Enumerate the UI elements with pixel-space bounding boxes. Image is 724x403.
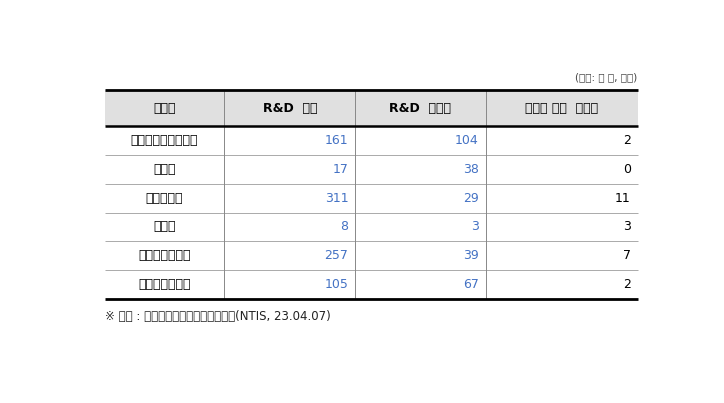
Bar [104,126,638,155]
Bar [104,241,638,270]
Text: 3: 3 [623,220,631,233]
Text: 104: 104 [455,134,479,147]
Text: 257: 257 [324,249,348,262]
Text: 중소벤처기업부: 중소벤처기업부 [138,278,190,291]
Bar [104,184,638,212]
Bar [104,212,638,241]
Bar [104,90,638,126]
Text: 311: 311 [324,191,348,205]
Text: R&D  과제수: R&D 과제수 [390,102,451,114]
Text: 과제당 평균  연구비: 과제당 평균 연구비 [525,102,598,114]
Text: 8: 8 [340,220,348,233]
Text: 0: 0 [623,163,631,176]
Text: 산업통상자원부: 산업통상자원부 [138,249,190,262]
Text: 다부처: 다부처 [153,220,176,233]
Bar [104,155,638,184]
Bar [104,270,638,299]
Text: (단위: 억 원, 건수): (단위: 억 원, 건수) [576,73,638,83]
Text: 2: 2 [623,134,631,147]
Text: 국토교통부: 국토교통부 [146,191,183,205]
Text: 17: 17 [332,163,348,176]
Text: 3: 3 [471,220,479,233]
Text: 38: 38 [463,163,479,176]
Text: 2: 2 [623,278,631,291]
Text: ※ 출처 : 국가과학기술지식정보서비스(NTIS, 23.04.07): ※ 출처 : 국가과학기술지식정보서비스(NTIS, 23.04.07) [104,310,330,323]
Text: 7: 7 [623,249,631,262]
Text: 67: 67 [463,278,479,291]
Text: 과학기술정보통신부: 과학기술정보통신부 [131,134,198,147]
Text: 부처명: 부처명 [153,102,176,114]
Text: 29: 29 [463,191,479,205]
Text: 105: 105 [324,278,348,291]
Text: R&D  예산: R&D 예산 [263,102,317,114]
Text: 39: 39 [463,249,479,262]
Text: 교육부: 교육부 [153,163,176,176]
Text: 11: 11 [615,191,631,205]
Text: 161: 161 [324,134,348,147]
